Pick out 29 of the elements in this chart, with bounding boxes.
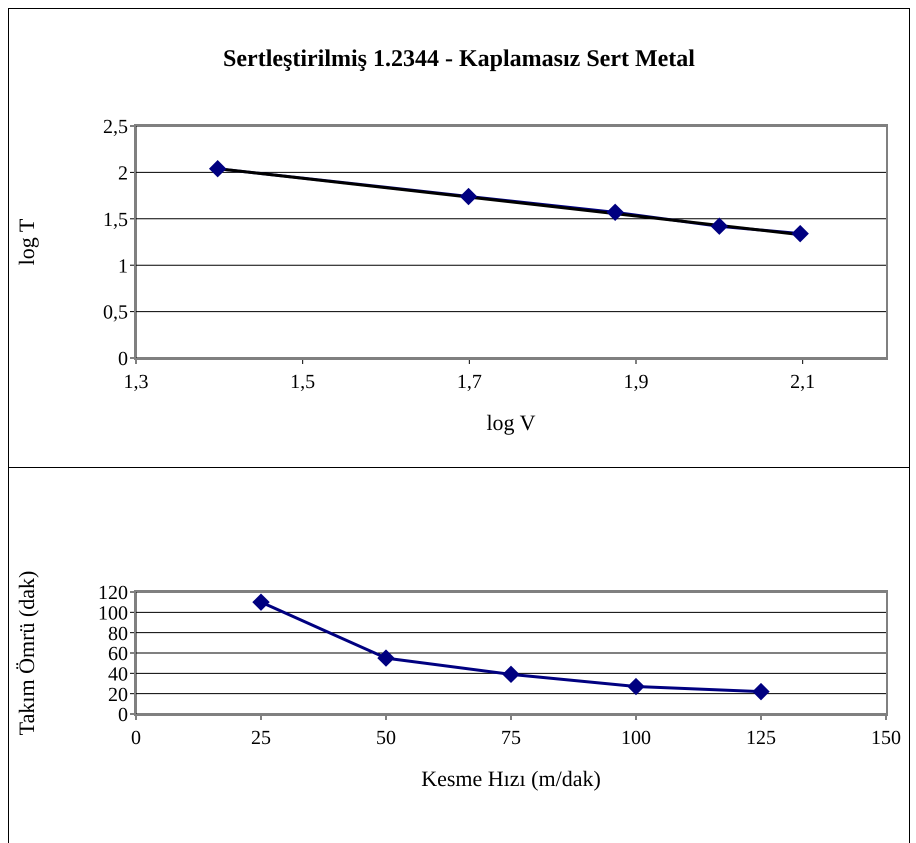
y-tick-label: 40 (108, 663, 128, 686)
x-tick-label: 50 (376, 727, 396, 750)
x-axis-title: log V (486, 410, 536, 435)
y-tick-label: 0,5 (103, 302, 128, 324)
y-axis-title: Takım Ömrü (dak) (14, 570, 39, 736)
x-tick-label: 1,3 (124, 371, 148, 394)
y-tick-label: 80 (108, 622, 128, 645)
y-tick-label: 100 (98, 602, 128, 624)
x-tick-label: 2,1 (790, 371, 816, 394)
x-tick-label: 150 (871, 727, 901, 750)
y-tick-label: 20 (108, 684, 128, 706)
y-tick-label: 0 (118, 704, 128, 726)
y-tick-label: 120 (98, 582, 128, 604)
y-tick-label: 1 (118, 255, 128, 278)
x-axis-title: Kesme Hızı (m/dak) (421, 766, 601, 791)
x-tick-label: 1,7 (456, 371, 482, 394)
y-tick-label: 2,5 (103, 116, 128, 138)
y-tick-label: 2 (118, 162, 128, 184)
y-tick-label: 60 (108, 643, 128, 666)
chart-title: Sertleştirilmiş 1.2344 - Kaplamasız Sert Metal (222, 44, 696, 74)
y-tick-label: 1,5 (103, 208, 128, 231)
x-tick-label: 125 (746, 727, 776, 750)
y-tick-label: 0 (118, 348, 128, 370)
x-tick-label: 25 (251, 727, 271, 750)
x-tick-label: 1,5 (290, 371, 316, 394)
x-tick-label: 100 (621, 727, 651, 750)
x-tick-label: 75 (501, 727, 521, 750)
x-tick-label: 1,9 (624, 371, 648, 394)
y-axis-title: log T (14, 218, 39, 266)
